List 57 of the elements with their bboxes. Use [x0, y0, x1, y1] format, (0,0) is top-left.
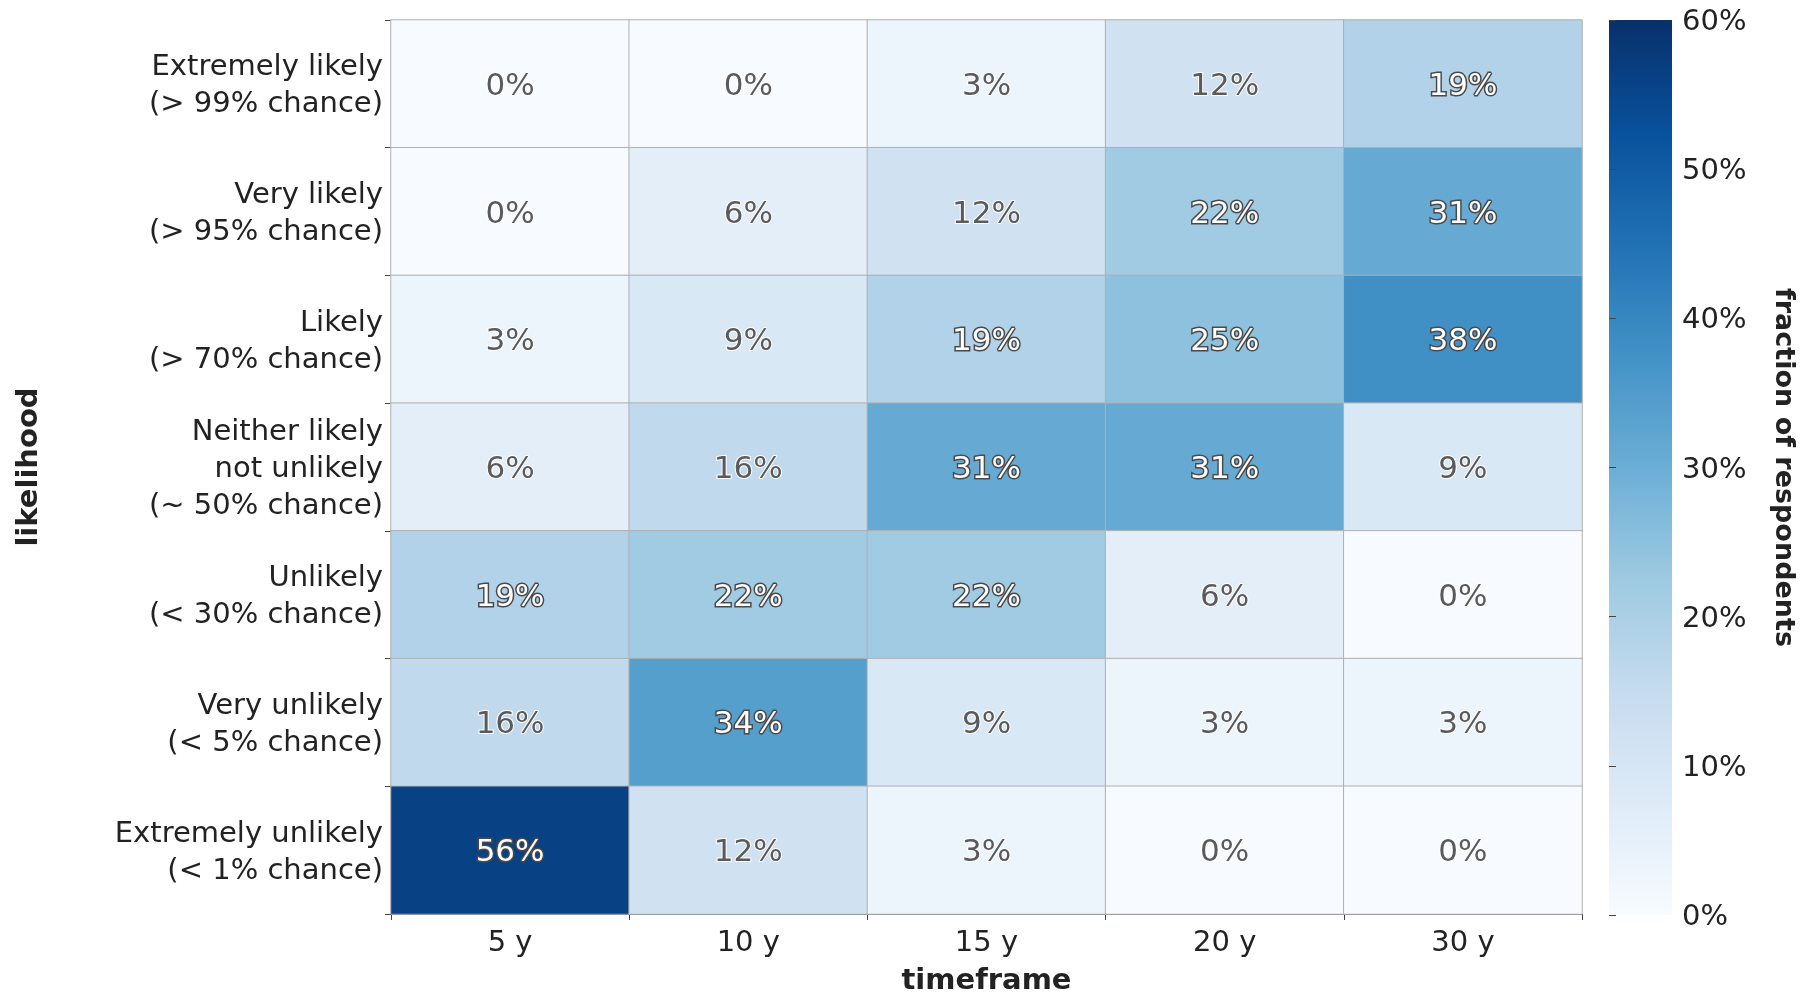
- y-tick-label: Neither likely not unlikely (~ 50% chance): [148, 413, 383, 521]
- data-label: 34%: [713, 704, 783, 741]
- y-tick-label: Extremely unlikely (< 1% chance): [114, 814, 383, 886]
- color-bar-label: 20%: [1682, 599, 1747, 634]
- color-bar-label: 50%: [1682, 152, 1747, 187]
- data-label: 56%: [475, 832, 545, 869]
- color-bar-label: 60%: [1682, 3, 1747, 37]
- data-label: 0%: [723, 65, 773, 102]
- data-label: 3%: [1438, 704, 1488, 741]
- x-tick-label: 30 y: [1431, 923, 1495, 958]
- data-label: 0%: [1438, 832, 1488, 869]
- data-label: 31%: [1190, 449, 1260, 485]
- color-bar-title: fraction of respondents: [1770, 288, 1801, 647]
- data-label: 16%: [475, 704, 545, 741]
- data-label: 9%: [961, 704, 1012, 741]
- x-tick-label: 5 y: [487, 923, 533, 958]
- data-label: 3%: [961, 65, 1012, 102]
- data-label: 19%: [475, 576, 545, 613]
- y-tick-label: Likely (> 70% chance): [148, 303, 383, 375]
- data-label: 31%: [1428, 193, 1498, 230]
- data-label: 22%: [952, 576, 1021, 613]
- color-bar-label: 10%: [1682, 748, 1747, 783]
- x-axis-title: timeframe: [901, 961, 1072, 996]
- x-tick-label: 15 y: [954, 923, 1019, 958]
- data-label: 22%: [1190, 193, 1260, 230]
- data-label: 25%: [1190, 321, 1260, 358]
- color-bar-label: 30%: [1682, 450, 1747, 485]
- data-label: 12%: [952, 193, 1021, 230]
- y-tick-label: Very unlikely (< 5% chance): [167, 686, 383, 758]
- data-label: 0%: [1200, 832, 1250, 869]
- y-tick-label: Very likely (> 95% chance): [148, 176, 383, 248]
- data-label: 0%: [485, 193, 535, 230]
- y-axis-title: likelihood: [9, 387, 44, 547]
- x-tick-label: 20 y: [1193, 923, 1257, 958]
- data-label: 19%: [1428, 65, 1498, 102]
- data-label: 22%: [713, 576, 783, 613]
- data-label: 3%: [485, 321, 535, 358]
- data-label: 12%: [1190, 65, 1260, 102]
- data-label: 12%: [713, 832, 783, 869]
- data-label: 19%: [952, 321, 1021, 358]
- data-label: 9%: [723, 321, 773, 358]
- data-label: 6%: [723, 193, 773, 230]
- color-bar-label: 40%: [1682, 301, 1747, 336]
- data-label: 38%: [1428, 321, 1498, 358]
- data-label: 0%: [485, 65, 535, 102]
- data-label: 3%: [961, 832, 1012, 869]
- data-label: 3%: [1200, 704, 1250, 741]
- data-label: 6%: [1200, 576, 1250, 613]
- y-tick-label: Extremely likely (> 99% chance): [148, 48, 383, 120]
- data-label: 31%: [952, 449, 1021, 485]
- y-tick-label: Unlikely (< 30% chance): [148, 559, 383, 631]
- data-label: 16%: [713, 449, 783, 485]
- color-bar-label: 0%: [1682, 898, 1729, 932]
- data-label: 9%: [1438, 449, 1488, 485]
- data-label: 0%: [1438, 576, 1488, 613]
- data-label: 6%: [485, 449, 535, 485]
- x-tick-label: 10 y: [716, 923, 780, 958]
